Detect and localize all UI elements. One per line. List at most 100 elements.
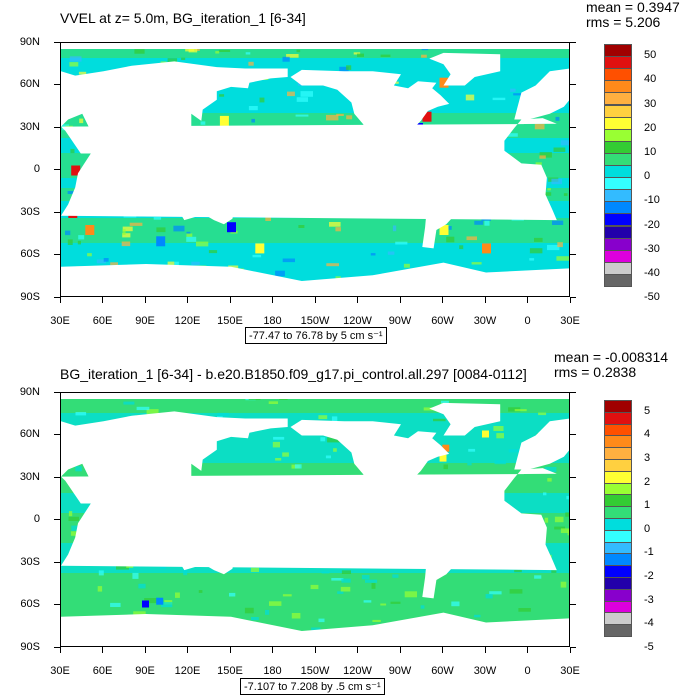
ocean-speckle [282, 258, 295, 263]
ocean-speckle [331, 416, 338, 423]
ocean-speckle [513, 93, 524, 96]
lon-tick [102, 297, 103, 303]
lon-tick [229, 297, 231, 303]
ocean-speckle [185, 46, 195, 52]
current-hotspot [482, 430, 489, 438]
ocean-speckle [489, 591, 502, 595]
lon-tick [484, 297, 486, 303]
ocean-speckle [335, 276, 341, 280]
land-arctic-edge [61, 393, 569, 399]
lon-label: 0 [524, 665, 531, 677]
ocean-speckle [265, 609, 270, 615]
ocean-speckle [395, 241, 408, 245]
current-hotspot [71, 165, 81, 176]
land-eurasia [61, 411, 288, 520]
ocean-speckle [493, 426, 504, 431]
lat-label-90s: 90S [20, 291, 40, 303]
land-australia [180, 536, 236, 575]
lat-tick [570, 211, 576, 213]
lon-label: 30W [473, 665, 497, 677]
lon-tick [527, 647, 528, 653]
ocean-speckle [67, 239, 73, 245]
ocean-speckle [121, 241, 131, 247]
lon-label: 180 [263, 665, 282, 677]
ocean-speckle [421, 54, 427, 58]
ocean-speckle [183, 569, 188, 576]
lat-tick [570, 561, 576, 563]
ocean-speckle [392, 225, 397, 232]
ocean-speckle [451, 601, 460, 607]
current-hotspot [482, 243, 491, 254]
ocean-speckle [318, 415, 328, 420]
ocean-speckle [467, 463, 472, 466]
ocean-speckle [514, 409, 527, 412]
lon-label: 60E [92, 665, 113, 677]
ocean-speckle [507, 133, 518, 137]
ocean-speckle [361, 575, 370, 580]
land-antarctica [61, 612, 569, 646]
panel-2-map-svg [61, 393, 569, 646]
ocean-speckle [318, 618, 325, 623]
ocean-speckle [341, 578, 351, 583]
lat-label-60n: 60N [19, 78, 40, 90]
lon-tick [314, 647, 316, 653]
lon-label: 30E [560, 315, 580, 327]
ocean-speckle [296, 49, 301, 53]
ocean-speckle [132, 572, 139, 579]
lon-tick [484, 647, 486, 653]
ocean-speckle [404, 591, 417, 598]
lat-label-90n: 90N [19, 386, 40, 398]
lat-label-30n: 30N [19, 471, 40, 483]
ocean-speckle [136, 406, 150, 411]
lon-tick [272, 647, 273, 653]
ocean-speckle [282, 56, 290, 62]
ocean-speckle [326, 263, 339, 267]
ocean-speckle [275, 458, 282, 461]
lon-tick [187, 297, 188, 303]
ocean-speckle [554, 516, 564, 523]
ocean-speckle [298, 225, 305, 228]
ocean-speckle [560, 581, 567, 588]
ocean-speckle [353, 52, 361, 55]
ocean-speckle [160, 602, 173, 608]
ocean-speckle [191, 261, 200, 266]
ocean-speckle [265, 215, 271, 221]
colorbar-label: -2 [644, 570, 654, 582]
lat-tick [54, 519, 60, 520]
lat-tick [54, 476, 60, 478]
ocean-speckle [446, 226, 452, 230]
ocean-speckle [173, 225, 185, 232]
ocean-speckle [75, 412, 87, 416]
lon-label: 150W [300, 315, 330, 327]
colorbar-label: -40 [644, 266, 660, 279]
ocean-speckle [248, 61, 254, 66]
lon-tick [357, 647, 358, 653]
ocean-speckle [98, 570, 104, 576]
ocean-speckle [547, 478, 552, 482]
land-australia [180, 186, 236, 225]
ocean-speckle [68, 516, 79, 521]
ocean-speckle [529, 258, 535, 261]
ocean-speckle [134, 49, 145, 54]
ocean-speckle [551, 178, 562, 185]
current-hotspot [219, 115, 229, 126]
lon-tick [399, 297, 401, 303]
current-hotspot [255, 243, 265, 254]
lon-tick [229, 647, 231, 653]
ocean-speckle [371, 583, 376, 589]
ocean-speckle [508, 449, 522, 453]
lat-tick [570, 296, 576, 298]
ocean-speckle [156, 227, 166, 233]
ocean-speckle [167, 261, 175, 267]
ocean-speckle [554, 526, 566, 530]
lat-tick [54, 126, 60, 128]
ocean-speckle [346, 65, 352, 70]
colorbar-label: 20 [644, 121, 657, 134]
lon-label: 90E [135, 315, 155, 327]
panel-2: BG_iteration_1 [6-34] - b.e20.B1850.f09_… [0, 350, 700, 700]
colorbar-label: -4 [644, 617, 654, 630]
ocean-speckle [321, 571, 330, 574]
ocean-speckle [153, 217, 162, 220]
lat-tick [54, 646, 60, 648]
lon-label: 60E [92, 315, 113, 327]
